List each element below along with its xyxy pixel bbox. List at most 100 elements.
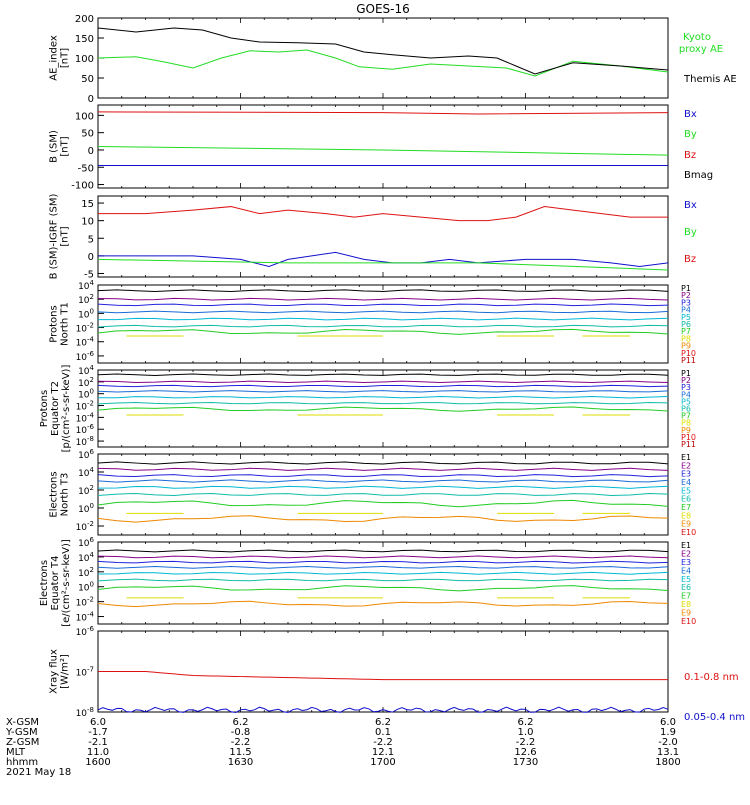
footer-cell-y: 1.0	[518, 727, 534, 738]
electrons-t4-ytick-label: 104	[78, 551, 94, 564]
electrons-t4-legend-e10: E10	[681, 617, 696, 626]
protons-t2-ylabel: [p/(cm²-s-sr-keV)]	[61, 365, 72, 453]
protons-t2-channel-line	[97, 384, 669, 388]
footer-cell-x: 6.2	[233, 717, 249, 728]
protons-t2-channel-line	[97, 373, 669, 376]
electrons-t3-ylabel: Electrons	[49, 471, 60, 517]
bigrf-ylabel: [nT]	[60, 226, 71, 246]
footer-row-label: MLT	[6, 747, 26, 758]
electrons-t4-ytick-label: 100	[78, 581, 94, 594]
protons-t2-channel-line	[97, 380, 669, 384]
protons-t2-channel-line	[97, 402, 669, 405]
xray-legend-long: 0.1-0.8 nm	[684, 672, 739, 683]
electrons-t3-legend-e3: E3	[681, 470, 691, 479]
footer-cell-z: -2.2	[373, 737, 393, 748]
electrons-t3-channel-line	[97, 492, 669, 497]
bsm-panel-frame	[97, 104, 669, 189]
electrons-t4-channel-line	[97, 555, 669, 559]
footer-cell-hhmm: 1700	[370, 757, 395, 768]
protons-t1-ylabel: North T1	[60, 302, 71, 346]
bsm-legend-by: By	[684, 129, 697, 140]
electrons-t4-ytick-label: 106	[78, 536, 94, 549]
electrons-t4-legend-e2: E2	[681, 549, 691, 558]
bigrf-legend-by: By	[684, 227, 697, 238]
footer-cell-y: 1.9	[660, 727, 676, 738]
xray-series-line	[98, 671, 668, 681]
electrons-t3-channel-line	[97, 474, 669, 478]
electrons-t3-legend-e1: E1	[681, 453, 691, 462]
electrons-t4-panel-frame	[97, 541, 669, 625]
protons-t1-ytick-label: 10-2	[76, 322, 94, 335]
electrons-t4-ytick-label: 10-4	[76, 611, 95, 624]
protons-t2-legend-p5: P5	[681, 397, 691, 406]
electrons-t4-legend-e4: E4	[681, 566, 691, 575]
protons-t1-channel-line	[97, 297, 669, 301]
electrons-t3-channel-line	[97, 499, 669, 508]
footer-cell-y: 0.1	[375, 727, 391, 738]
protons-t2-ylabel: Protons	[39, 390, 50, 427]
electrons-t4-channel-line	[97, 600, 669, 608]
footer-cell-x: 6.2	[518, 717, 534, 728]
electrons-t4-channel-line	[97, 549, 669, 553]
electrons-t3-legend-e2: E2	[681, 461, 691, 470]
protons-t2-legend-p9: P9	[681, 426, 691, 435]
protons-t1-legend-p11: P11	[681, 356, 696, 365]
electrons-t3-legend-e5: E5	[681, 486, 691, 495]
electrons-t3-channel-line	[97, 485, 669, 489]
protons-t1-legend-p7: P7	[681, 327, 691, 336]
protons-t1-legend-p9: P9	[681, 342, 691, 351]
protons-t1-ytick-label: 10-6	[76, 350, 95, 363]
electrons-t3-channel-line	[97, 461, 669, 465]
bigrf-series-line	[98, 251, 669, 267]
ae-series-line	[97, 49, 669, 77]
protons-t2-channel-line	[97, 406, 669, 412]
bigrf-ytick-label: -5	[84, 269, 94, 280]
electrons-t4-channel-line	[97, 578, 669, 582]
bsm-ytick-label: -50	[78, 163, 94, 174]
footer-cell-z: -2.0	[658, 737, 678, 748]
bsm-ytick-label: 100	[75, 111, 94, 122]
protons-t1-channel-line	[97, 324, 669, 328]
bsm-ylabel: B (SM)	[49, 130, 60, 163]
electrons-t4-channel-line	[97, 560, 669, 564]
bsm-series-line	[97, 146, 669, 156]
protons-t1-legend-p1: P1	[681, 284, 691, 293]
electrons-t4-legend-e7: E7	[681, 592, 691, 601]
bsm-legend-bmag: Bmag	[684, 170, 713, 181]
electrons-t4-ytick-label: 10-2	[76, 596, 94, 609]
xray-legend-short: 0.05-0.4 nm	[684, 712, 745, 723]
footer-cell-z: -2.2	[231, 737, 251, 748]
protons-t1-legend-p3: P3	[681, 298, 691, 307]
xray-ytick-label: 10-6	[76, 625, 95, 638]
protons-t2-ytick-label: 10-2	[76, 400, 94, 413]
electrons-t3-legend-e8: E8	[681, 511, 691, 520]
bigrf-ytick-label: 15	[81, 199, 94, 210]
xray-ylabel: [W/m²]	[60, 654, 71, 689]
electrons-t3-ylabel: North T3	[60, 473, 71, 517]
protons-t1-channel-line	[97, 310, 669, 314]
footer-cell-x: 6.0	[90, 717, 106, 728]
protons-t1-legend-p8: P8	[681, 334, 691, 343]
electrons-t4-legend-e9: E9	[681, 609, 691, 618]
protons-t1-channel-line	[97, 328, 669, 335]
protons-t2-legend-p4: P4	[681, 390, 691, 399]
footer-cell-hhmm: 1800	[655, 757, 680, 768]
footer-cell-hhmm: 1730	[513, 757, 538, 768]
footer-cell-z: -2.1	[88, 737, 108, 748]
electrons-t4-ylabel: [e/(cm²-s-sr-keV)]	[61, 539, 72, 627]
protons-t1-panel-frame	[97, 284, 669, 364]
footer-cell-z: -2.2	[516, 737, 536, 748]
protons-t2-legend-p8: P8	[681, 419, 691, 428]
electrons-t4-legend-e3: E3	[681, 558, 691, 567]
electrons-t3-channel-line	[97, 479, 669, 483]
footer-cell-x: 6.0	[660, 717, 676, 728]
electrons-t3-ytick-label: 10-2	[76, 520, 94, 533]
ae-ytick-label: 100	[75, 54, 94, 65]
protons-t1-legend-p4: P4	[681, 306, 691, 315]
ae-ytick-label: 150	[75, 34, 94, 45]
protons-t2-ytick-label: 10-4	[76, 411, 95, 424]
bigrf-legend-bx: Bx	[684, 200, 697, 211]
ae-ytick-label: 50	[81, 74, 94, 85]
bigrf-ytick-label: 0	[88, 252, 94, 263]
